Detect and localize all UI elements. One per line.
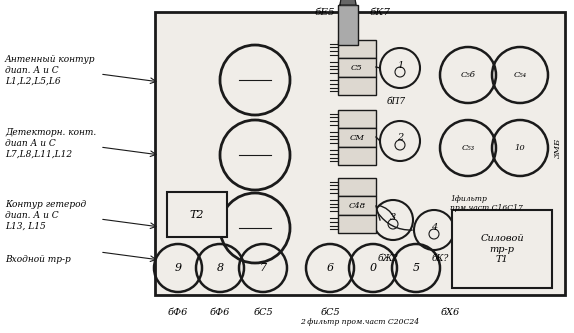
Text: C₅б: C₅б <box>460 71 475 79</box>
Text: T2: T2 <box>190 209 204 219</box>
Bar <box>338 215 376 233</box>
Bar <box>338 128 376 147</box>
Text: C₅₄: C₅₄ <box>513 71 526 79</box>
Text: 2: 2 <box>397 134 403 143</box>
Text: 3: 3 <box>390 212 396 221</box>
Bar <box>155 12 565 295</box>
Text: 8: 8 <box>216 263 223 273</box>
Text: CM: CM <box>350 134 364 142</box>
Bar <box>452 210 552 288</box>
Text: бК7: бК7 <box>370 8 390 17</box>
Text: 0: 0 <box>370 263 377 273</box>
Text: 1: 1 <box>397 61 403 70</box>
Text: бЕ5: бЕ5 <box>315 8 335 17</box>
Bar <box>338 58 376 77</box>
Bar <box>338 110 376 128</box>
Bar <box>338 178 376 196</box>
Text: диап. А и С: диап. А и С <box>5 211 59 220</box>
Text: бК?: бК? <box>431 254 449 263</box>
Text: 10: 10 <box>515 144 525 152</box>
Text: 2 фильтр пром.част C20C24: 2 фильтр пром.част C20C24 <box>300 318 420 326</box>
Text: бФ6: бФ6 <box>210 308 230 317</box>
Text: Контур гетерод: Контур гетерод <box>5 200 86 209</box>
Text: L1,L2,L5,L6: L1,L2,L5,L6 <box>5 77 61 86</box>
Bar <box>338 147 376 165</box>
Bar <box>167 192 227 237</box>
Text: бФ6: бФ6 <box>168 308 188 317</box>
Text: диап А и С: диап А и С <box>5 139 56 148</box>
Text: 7: 7 <box>259 263 266 273</box>
Text: бС5: бС5 <box>253 308 273 317</box>
Text: бС5: бС5 <box>320 308 340 317</box>
Text: диап. А и С: диап. А и С <box>5 66 59 75</box>
Text: Антенный контур: Антенный контур <box>5 55 95 64</box>
Bar <box>338 196 376 215</box>
Text: 1фильтр
прм.част C16C17: 1фильтр прм.част C16C17 <box>450 195 523 212</box>
Text: C5: C5 <box>351 64 363 72</box>
Text: бЖ?: бЖ? <box>378 254 398 263</box>
Text: 4: 4 <box>431 222 437 231</box>
Polygon shape <box>340 0 356 5</box>
Text: бП7: бП7 <box>386 97 406 106</box>
Text: Силовой
тр-р
T1: Силовой тр-р T1 <box>480 234 524 264</box>
Text: L13, L15: L13, L15 <box>5 222 46 231</box>
Text: L7,L8,L11,L12: L7,L8,L11,L12 <box>5 150 72 159</box>
Bar <box>338 40 376 58</box>
Bar <box>338 5 358 45</box>
Bar <box>338 77 376 95</box>
Text: C48: C48 <box>348 201 366 209</box>
Text: Входной тр-р: Входной тр-р <box>5 255 71 264</box>
Text: 5: 5 <box>413 263 420 273</box>
Text: 6: 6 <box>327 263 333 273</box>
Text: 3МБ: 3МБ <box>554 138 562 158</box>
Text: бХ6: бХ6 <box>440 308 460 317</box>
Text: Детекторн. конт.: Детекторн. конт. <box>5 128 96 137</box>
Text: 9: 9 <box>174 263 181 273</box>
Text: C₅₃: C₅₃ <box>461 144 475 152</box>
